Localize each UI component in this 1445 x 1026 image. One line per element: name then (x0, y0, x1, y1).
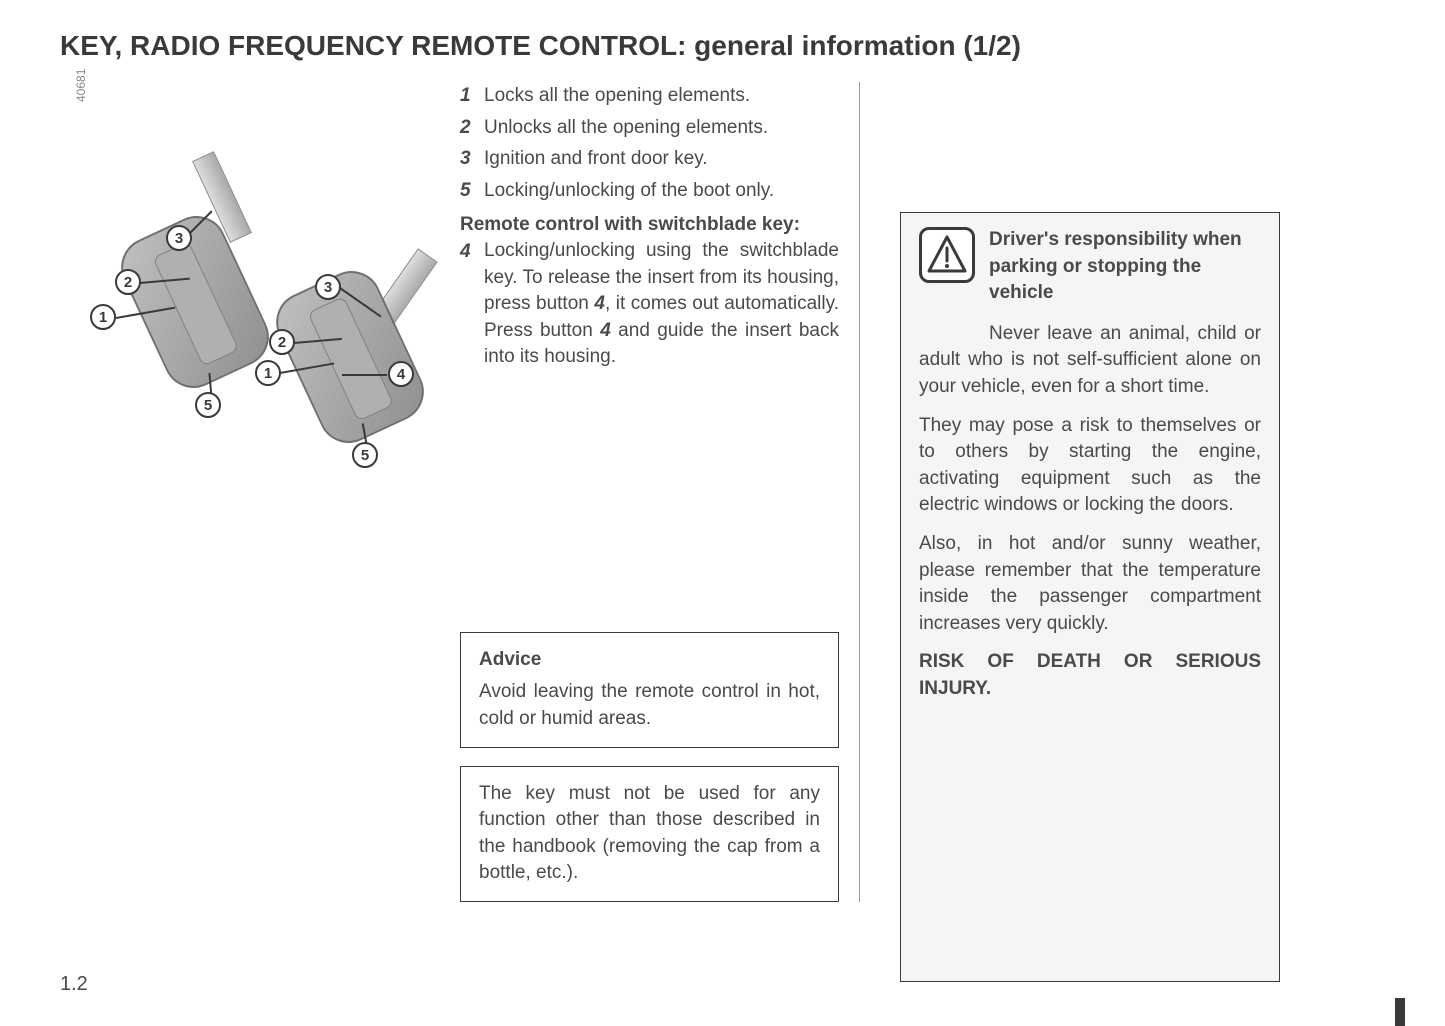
warning-paragraph-1: Never leave an animal, child or adult wh… (919, 321, 1261, 401)
bold-ref: 4 (600, 320, 611, 341)
page-title: KEY, RADIO FREQUENCY REMOTE CONTROL: gen… (60, 30, 1385, 62)
callout-line (342, 374, 387, 376)
function-num: 4 (460, 238, 474, 371)
callout-5b: 5 (352, 442, 378, 468)
advice-text: Avoid leaving the remote control in hot,… (479, 679, 820, 732)
warning-column: Driver's responsibility when parking or … (880, 82, 1280, 902)
function-num: 3 (460, 145, 474, 174)
warning-box: Driver's responsibility when parking or … (900, 212, 1280, 982)
corner-mark (1395, 998, 1405, 1026)
key-illustration: 40681 1 2 3 5 1 2 (60, 92, 420, 412)
page-number: 1.2 (60, 973, 88, 996)
content-columns: 40681 1 2 3 5 1 2 (60, 82, 1385, 902)
switchblade-list: 4 Locking/unlocking using the switchblad… (460, 238, 839, 374)
function-text: Ignition and front door key. (484, 145, 708, 174)
callout-1: 1 (90, 304, 116, 330)
function-text: Unlocks all the opening elements. (484, 114, 768, 143)
warning-paragraph-2: They may pose a risk to themselves or to… (919, 413, 1261, 519)
callout-3: 3 (166, 225, 192, 251)
functions-column: 1 Locks all the opening elements. 2 Unlo… (460, 82, 860, 902)
function-item-4: 4 Locking/unlocking using the switchblad… (460, 238, 839, 371)
function-num: 1 (460, 82, 474, 111)
function-list: 1 Locks all the opening elements. 2 Unlo… (460, 82, 839, 208)
callout-3b: 3 (315, 274, 341, 300)
callout-2b: 2 (269, 329, 295, 355)
warning-header: Driver's responsibility when parking or … (919, 227, 1261, 307)
callout-1b: 1 (255, 360, 281, 386)
advice-box: Advice Avoid leaving the remote control … (460, 632, 839, 748)
usage-box: The key must not be used for any functio… (460, 766, 839, 902)
function-num: 5 (460, 177, 474, 206)
illustration-column: 40681 1 2 3 5 1 2 (60, 82, 440, 902)
switchblade-heading: Remote control with switchblade key: (460, 214, 839, 236)
callout-5: 5 (195, 392, 221, 418)
warning-paragraph-3: Also, in hot and/or sunny weather, pleas… (919, 531, 1261, 637)
warning-title: Driver's responsibility when parking or … (989, 227, 1261, 307)
callout-2: 2 (115, 269, 141, 295)
function-item: 5 Locking/unlocking of the boot only. (460, 177, 839, 206)
advice-title: Advice (479, 647, 820, 674)
warning-risk: RISK OF DEATH OR SERIOUS INJURY. (919, 649, 1261, 702)
usage-text: The key must not be used for any functio… (479, 781, 820, 887)
function-4-text: Locking/unlocking using the switchblade … (484, 238, 839, 371)
key-fob-1 (111, 206, 278, 397)
reference-code: 40681 (74, 69, 88, 102)
function-item: 3 Ignition and front door key. (460, 145, 839, 174)
function-num: 2 (460, 114, 474, 143)
function-item: 1 Locks all the opening elements. (460, 82, 839, 111)
callout-4: 4 (388, 361, 414, 387)
function-text: Locks all the opening elements. (484, 82, 750, 111)
bold-ref: 4 (594, 293, 605, 314)
function-text: Locking/unlocking of the boot only. (484, 177, 774, 206)
warning-icon (919, 227, 975, 283)
key-button-strip (152, 241, 239, 367)
function-item: 2 Unlocks all the opening elements. (460, 114, 839, 143)
